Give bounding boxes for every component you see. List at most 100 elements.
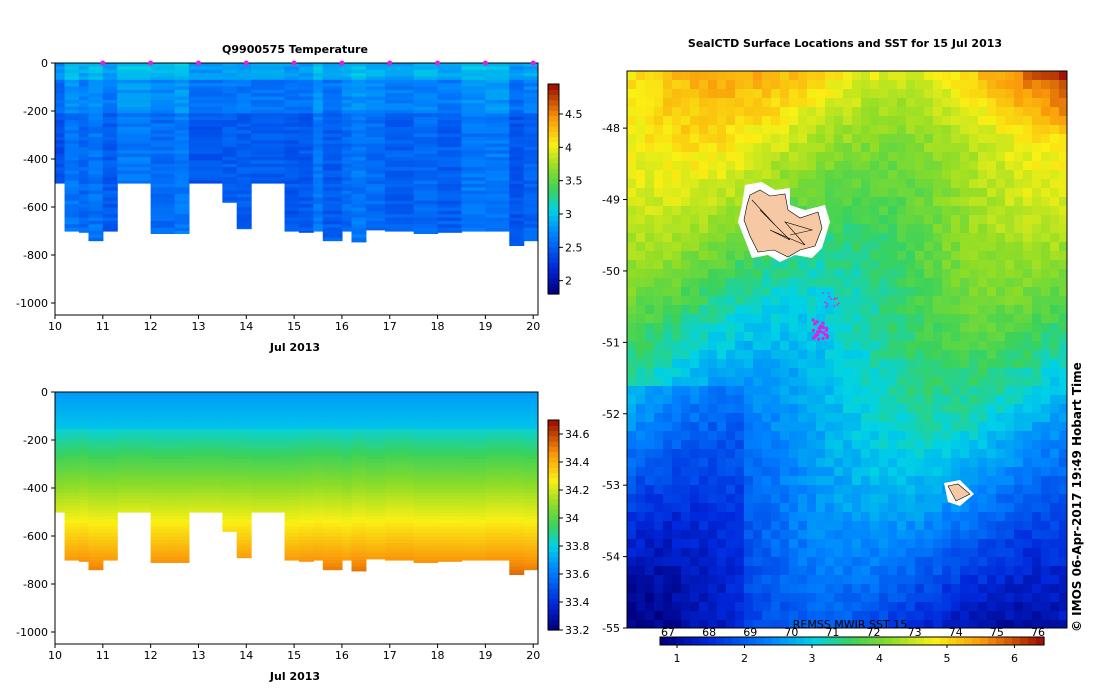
sst-cell <box>654 206 664 216</box>
temperature-cell <box>222 136 238 141</box>
sst-cell <box>1032 125 1042 135</box>
sst-cell <box>960 395 970 405</box>
sst-cell <box>726 161 736 171</box>
salinity-cell <box>236 502 252 507</box>
salinity-cell <box>284 499 300 504</box>
temperature-cell <box>351 190 367 195</box>
salinity-cell <box>351 499 367 504</box>
temperature-cell <box>102 197 118 202</box>
temperature-cell <box>437 79 463 84</box>
sst-cell <box>735 350 745 360</box>
temperature-cell <box>284 143 300 148</box>
salinity-cell <box>365 425 386 430</box>
sst-cell <box>978 242 988 252</box>
sst-cell <box>933 395 943 405</box>
sst-cell <box>897 332 907 342</box>
sst-cell <box>978 467 988 477</box>
sst-cell <box>888 143 898 153</box>
temperature-cell <box>174 204 190 209</box>
sst-cell <box>843 377 853 387</box>
salinity-cell <box>150 512 176 517</box>
temperature-cell <box>437 177 463 182</box>
salinity-cell <box>341 422 353 427</box>
sst-cell <box>780 404 790 414</box>
salinity-cell <box>485 539 510 544</box>
sst-cell <box>681 233 691 243</box>
sst-cell <box>789 161 799 171</box>
temperature-cell <box>284 173 300 178</box>
salinity-cell <box>78 482 90 487</box>
sst-cell <box>942 170 952 180</box>
temperature-cell <box>461 153 486 158</box>
sst-cell <box>627 125 637 135</box>
sst-cell <box>816 269 826 279</box>
temperature-cell <box>351 241 367 243</box>
temperature-cell <box>351 207 367 212</box>
salinity-cell <box>298 432 314 437</box>
salinity-cell <box>461 509 486 514</box>
sst-cell <box>1050 332 1060 342</box>
salinity-cell <box>236 402 252 407</box>
temperature-cell <box>88 153 104 158</box>
temperature-cell <box>523 237 538 242</box>
sst-cell <box>987 296 997 306</box>
sst-cell <box>807 404 817 414</box>
sst-cell <box>960 224 970 234</box>
sst-cell <box>807 143 817 153</box>
salinity-cell <box>78 546 90 551</box>
salinity-cell <box>351 482 367 487</box>
sst-cell <box>690 134 700 144</box>
sst-cell <box>852 287 862 297</box>
sst-cell <box>726 332 736 342</box>
salinity-cell <box>461 492 486 497</box>
salinity-cell <box>413 560 439 563</box>
temperature-cell <box>222 163 238 168</box>
temperature-cell <box>55 133 66 138</box>
sst-cell <box>906 440 916 450</box>
temperature-cell <box>509 217 525 222</box>
temperature-cell <box>365 204 386 209</box>
sst-cell <box>708 287 718 297</box>
temperature-cell <box>117 180 152 184</box>
temperature-x-tick: 12 <box>144 320 158 333</box>
salinity-plot-frame <box>54 391 539 645</box>
salinity-cell <box>509 489 525 494</box>
temperature-cell <box>150 231 176 234</box>
temperature-cell <box>102 110 118 114</box>
sst-cell <box>1059 323 1067 333</box>
sst-cell <box>834 125 844 135</box>
temperature-cell <box>384 69 415 74</box>
sst-cell <box>654 134 664 144</box>
sst-cell <box>762 404 772 414</box>
temperature-cell <box>322 136 343 141</box>
sst-cell <box>663 71 673 81</box>
salinity-cell <box>150 405 176 410</box>
temperature-cell <box>298 210 314 215</box>
sst-cell <box>861 116 871 126</box>
salinity-cell <box>523 482 538 487</box>
sst-cell <box>735 341 745 351</box>
salinity-panel: 0-200-400-600-800-1000 10 11 12 13 14 15 16 17 1… <box>16 386 589 683</box>
salinity-cell <box>188 392 223 396</box>
salinity-cell <box>485 512 510 517</box>
temperature-cell <box>413 120 439 125</box>
sst-cell <box>825 251 835 261</box>
sst-cell <box>861 476 871 486</box>
temperature-cell <box>413 214 439 219</box>
sst-cell <box>1059 224 1067 234</box>
sst-cell <box>771 467 781 477</box>
salinity-cell <box>117 482 152 487</box>
temperature-cell <box>150 66 176 71</box>
sst-cell <box>1014 134 1024 144</box>
salinity-cell <box>251 506 286 511</box>
salinity-cell <box>150 509 176 514</box>
sst-cell <box>735 170 745 180</box>
temperature-cell <box>284 133 300 138</box>
sst-cell <box>636 89 646 99</box>
sst-cell <box>672 368 682 378</box>
temperature-cell <box>150 99 176 104</box>
sst-cell <box>1014 116 1024 126</box>
sst-cell <box>861 350 871 360</box>
salinity-cell <box>174 479 190 484</box>
temperature-cell <box>102 220 118 225</box>
